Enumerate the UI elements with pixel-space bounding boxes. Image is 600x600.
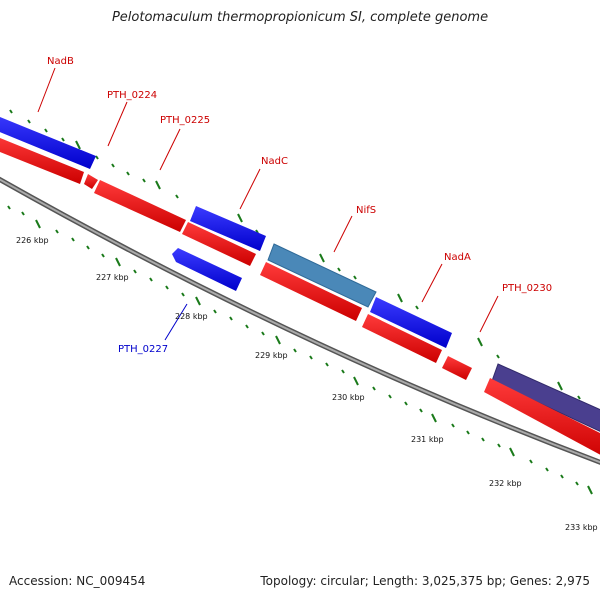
gene-red-3[interactable] [94, 180, 186, 232]
label-pth-0230: PTH_0230 [502, 283, 552, 294]
label-nifs: NifS [356, 205, 376, 216]
scale-label: 233 kbp [565, 523, 598, 532]
scale-label: 230 kbp [332, 393, 365, 402]
scale-label: 232 kbp [489, 479, 522, 488]
label-nadc: NadC [261, 156, 288, 167]
forward-gene-track [0, 113, 600, 436]
gene-nadb[interactable] [0, 113, 96, 169]
gene-nifs[interactable] [267, 243, 377, 308]
label-pth-0225: PTH_0225 [160, 115, 210, 126]
map-title: Pelotomaculum thermopropionicum SI, comp… [111, 10, 489, 25]
inner-tick-track [7, 205, 593, 495]
scale-label: 228 kbp [175, 312, 208, 321]
gene-red-2[interactable] [84, 174, 98, 189]
label-nadb: NadB [47, 56, 74, 67]
label-leaders [37, 67, 499, 341]
label-pth-0227: PTH_0227 [118, 344, 168, 355]
scale-label: 231 kbp [411, 435, 444, 444]
outer-tick-track [9, 109, 581, 400]
gene-red-6[interactable] [362, 314, 442, 363]
gene-red-5[interactable] [260, 262, 362, 321]
gene-labels: NadB PTH_0224 PTH_0225 NadC NifS NadA PT… [47, 56, 552, 355]
scale-label: 226 kbp [16, 236, 49, 245]
backbone [0, 176, 600, 465]
genome-summary-text: Topology: circular; Length: 3,025,375 bp… [260, 574, 590, 588]
gene-red-1[interactable] [0, 134, 84, 184]
reverse-gene-track [0, 134, 600, 460]
scale-label: 229 kbp [255, 351, 288, 360]
scale-labels: 226 kbp 227 kbp 228 kbp 229 kbp 230 kbp … [16, 236, 598, 532]
label-nada: NadA [444, 252, 471, 263]
gene-red-4[interactable] [182, 222, 256, 266]
gene-pth-0227[interactable] [172, 248, 242, 291]
gene-red-8[interactable] [484, 378, 600, 460]
gene-pth-0230[interactable] [491, 363, 600, 436]
scale-label: 227 kbp [96, 273, 129, 282]
gene-red-7[interactable] [442, 356, 472, 380]
accession-text: Accession: NC_009454 [9, 574, 146, 588]
gene-nada[interactable] [370, 297, 452, 348]
label-pth-0224: PTH_0224 [107, 90, 157, 101]
gene-nadc[interactable] [190, 206, 266, 251]
